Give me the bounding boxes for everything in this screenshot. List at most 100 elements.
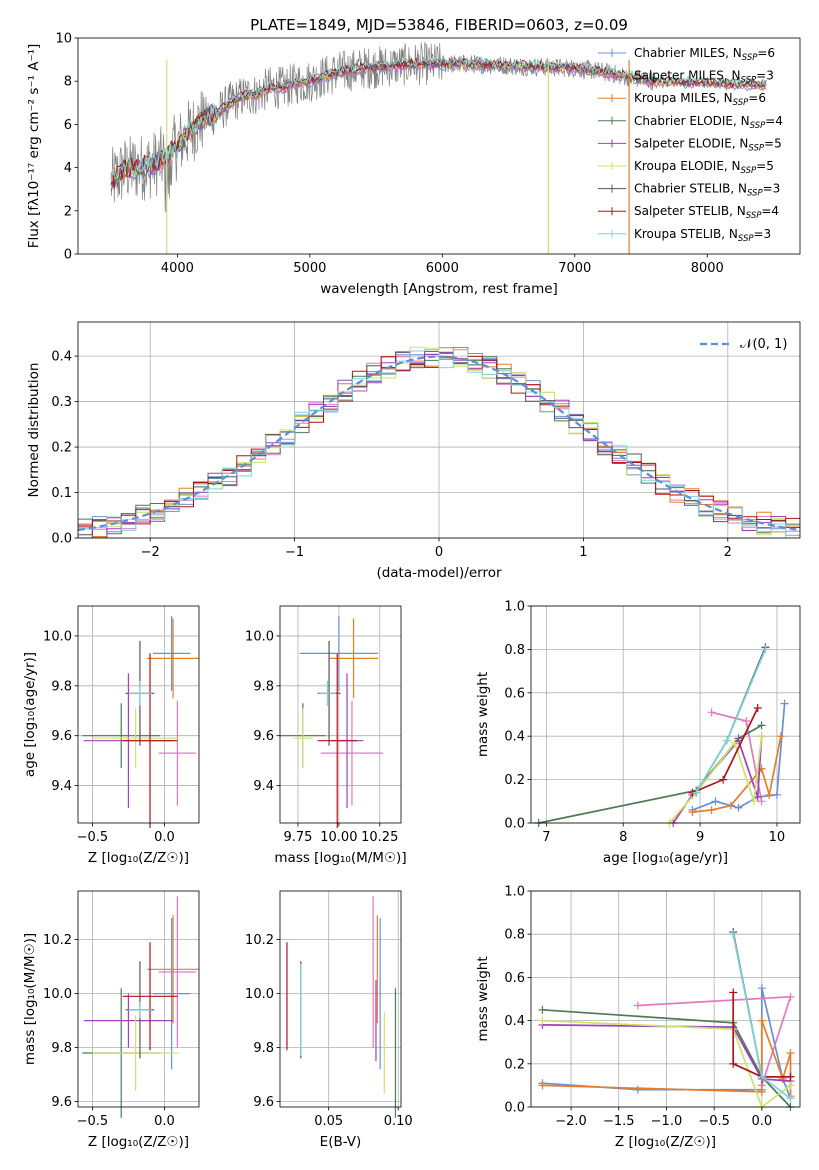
errorbar-point bbox=[82, 703, 161, 769]
weight-marker bbox=[742, 717, 751, 726]
x-axis-label: Z [log₁₀(Z/Z☉)] bbox=[88, 850, 189, 866]
x-tick-label: 7 bbox=[542, 830, 550, 845]
weight-marker bbox=[765, 790, 774, 799]
weight-marker bbox=[707, 708, 716, 717]
y-tick-label: 0.3 bbox=[51, 395, 72, 410]
errorbar-point bbox=[320, 700, 384, 806]
y-tick-label: 0.0 bbox=[504, 1101, 525, 1116]
x-tick-label: 10.25 bbox=[361, 830, 398, 845]
errorbar-point bbox=[92, 1015, 179, 1091]
errorbar-point bbox=[122, 942, 178, 1051]
weight-marker bbox=[730, 738, 739, 747]
y-tick-label: 9.6 bbox=[253, 729, 274, 744]
y-tick-label: 10.2 bbox=[43, 933, 72, 948]
errorbar-point bbox=[128, 680, 152, 706]
x-tick-label: −1.0 bbox=[651, 1114, 683, 1129]
weight-marker bbox=[707, 805, 716, 814]
axes-frame bbox=[279, 605, 402, 824]
weight-marker bbox=[786, 1049, 795, 1057]
weight-line bbox=[542, 1008, 792, 1108]
x-tick-label: 9.75 bbox=[284, 830, 313, 845]
y-axis-label: mass [log₁₀(M/M☉)] bbox=[22, 933, 38, 1065]
y-tick-label: 0.8 bbox=[504, 643, 525, 658]
x-tick-label: −1.5 bbox=[603, 1114, 635, 1129]
y-tick-label: 9.4 bbox=[51, 779, 72, 794]
weight-marker bbox=[538, 1081, 547, 1090]
x-axis-label: mass [log₁₀(M/M☉)] bbox=[274, 850, 406, 866]
x-axis-label: age [log₁₀(age/yr)] bbox=[603, 850, 728, 866]
histogram-plot bbox=[78, 346, 800, 538]
x-tick-label: 6000 bbox=[426, 261, 459, 276]
x-tick-label: 0.10 bbox=[384, 1114, 413, 1129]
y-tick-label: 0.2 bbox=[504, 1057, 525, 1072]
x-tick-label: 10 bbox=[769, 830, 786, 845]
y-tick-label: 10.2 bbox=[245, 933, 274, 948]
x-axis-label: E(B-V) bbox=[320, 1134, 362, 1150]
axes-frame bbox=[530, 605, 801, 824]
y-tick-label: 6 bbox=[64, 118, 72, 133]
weight-marker bbox=[722, 736, 731, 745]
y-tick-label: 9.8 bbox=[253, 679, 274, 694]
errorbar-point bbox=[152, 918, 191, 1070]
y-tick-label: 10.0 bbox=[43, 629, 72, 644]
y-axis-label: mass weight bbox=[475, 956, 491, 1041]
y-tick-label: 0 bbox=[64, 248, 72, 263]
model-spectrum-line bbox=[110, 56, 767, 183]
y-axis-label: age [log₁₀(age/yr)] bbox=[22, 652, 38, 777]
weight-line bbox=[732, 992, 791, 1078]
normal-reference-curve bbox=[78, 355, 800, 532]
x-tick-label: 0.0 bbox=[154, 830, 175, 845]
x-tick-label: 5000 bbox=[293, 261, 326, 276]
y-tick-label: 0.4 bbox=[504, 1014, 525, 1029]
weight-marker bbox=[786, 1081, 795, 1090]
y-tick-label: 9.8 bbox=[253, 1041, 274, 1056]
x-axis-label: Z [log₁₀(Z/Z☉)] bbox=[615, 1134, 716, 1150]
x-tick-label: 7000 bbox=[558, 261, 591, 276]
x-tick-label: 1 bbox=[579, 545, 587, 560]
weight-marker bbox=[753, 703, 762, 712]
y-tick-label: 0.2 bbox=[504, 773, 525, 788]
errorbar-point bbox=[92, 708, 179, 769]
x-axis-label: Z [log₁₀(Z/Z☉)] bbox=[88, 1134, 189, 1150]
weight-marker bbox=[633, 1001, 642, 1010]
errorbar-point bbox=[122, 653, 178, 828]
x-tick-label: −0.5 bbox=[77, 830, 109, 845]
weight-line bbox=[542, 1020, 792, 1097]
weight-line bbox=[692, 703, 786, 811]
weight-marker bbox=[786, 1094, 795, 1103]
errorbar-point bbox=[152, 615, 191, 691]
x-tick-label: 9 bbox=[696, 830, 704, 845]
x-tick-label: 0 bbox=[435, 545, 443, 560]
y-tick-label: 0.2 bbox=[51, 441, 72, 456]
x-tick-label: 4000 bbox=[161, 261, 194, 276]
errorbar-point bbox=[147, 915, 199, 1024]
x-tick-label: −2.0 bbox=[555, 1114, 587, 1129]
y-tick-label: 0.0 bbox=[504, 817, 525, 832]
x-tick-label: 8000 bbox=[691, 261, 724, 276]
weight-marker bbox=[729, 930, 738, 939]
x-tick-label: −2 bbox=[141, 545, 160, 560]
weight-marker bbox=[757, 721, 766, 730]
model-spectrum-line bbox=[110, 56, 767, 187]
y-tick-label: 4 bbox=[64, 161, 72, 176]
weight-line bbox=[542, 1024, 791, 1082]
x-tick-label: 0.05 bbox=[314, 1114, 343, 1129]
weight-marker bbox=[719, 775, 728, 784]
y-tick-label: 2 bbox=[64, 204, 72, 219]
legend-entry: 𝒩(0, 1) bbox=[740, 337, 787, 352]
y-tick-label: 10.0 bbox=[43, 987, 72, 1002]
x-tick-label: 0.0 bbox=[154, 1114, 175, 1129]
x-tick-label: −1 bbox=[285, 545, 304, 560]
weight-marker bbox=[757, 797, 766, 806]
weight-line bbox=[542, 1019, 792, 1109]
x-tick-label: 0.0 bbox=[752, 1114, 773, 1129]
legend-entry: Chabrier MILES, NSSP=6 bbox=[634, 46, 775, 63]
weight-marker bbox=[757, 732, 766, 741]
legend-entry: Chabrier STELIB, NSSP=3 bbox=[634, 182, 780, 199]
weight-marker bbox=[633, 1085, 642, 1094]
y-tick-label: 10.0 bbox=[245, 629, 274, 644]
axes-frame bbox=[77, 890, 200, 1108]
errorbar-point bbox=[147, 618, 199, 699]
axes-frame bbox=[279, 890, 402, 1108]
